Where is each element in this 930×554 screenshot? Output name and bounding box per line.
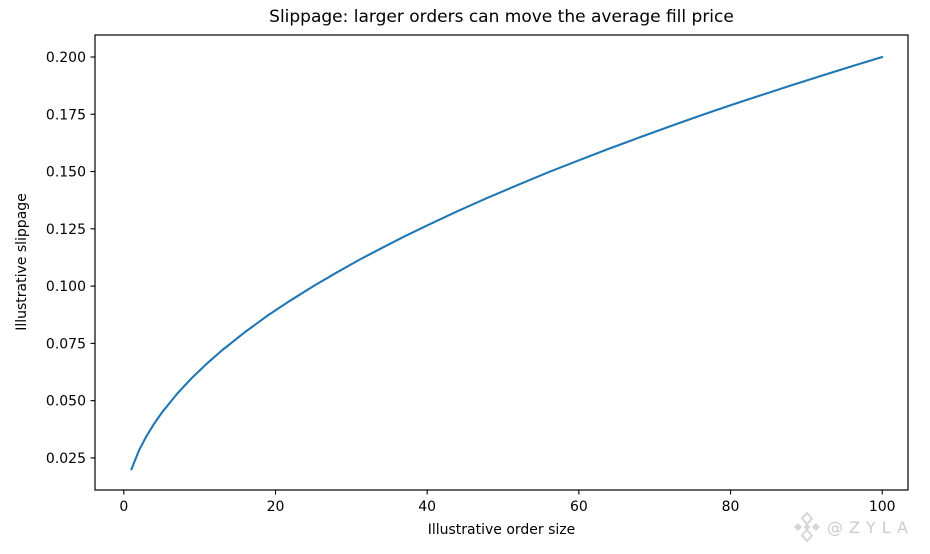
- slippage-curve: [130, 55, 884, 471]
- watermark: @ZYLA: [792, 512, 914, 542]
- y-tick-label: 0.100: [46, 279, 86, 295]
- chart-title: Slippage: larger orders can move the ave…: [269, 7, 734, 27]
- watermark-text: @ZYLA: [827, 517, 914, 537]
- y-tick-label: 0.200: [46, 50, 86, 66]
- y-tick-label: 0.125: [46, 222, 86, 238]
- x-tick-label: 0: [119, 499, 128, 515]
- diamond-logo-icon: [794, 512, 820, 542]
- x-tick-label: 80: [722, 499, 740, 515]
- y-tick-label: 0.075: [46, 336, 86, 352]
- x-axis-label: Illustrative order size: [427, 522, 576, 538]
- x-tick-label: 20: [267, 499, 285, 515]
- y-tick-label: 0.175: [46, 107, 86, 123]
- axes-frame: [94, 34, 909, 491]
- y-tick-label: 0.150: [46, 165, 86, 181]
- x-tick-label: 60: [570, 499, 588, 515]
- y-tick-label: 0.050: [46, 394, 86, 410]
- x-tick-label: 40: [418, 499, 436, 515]
- y-tick-label: 0.025: [46, 451, 86, 467]
- x-tick-label: 100: [869, 499, 896, 515]
